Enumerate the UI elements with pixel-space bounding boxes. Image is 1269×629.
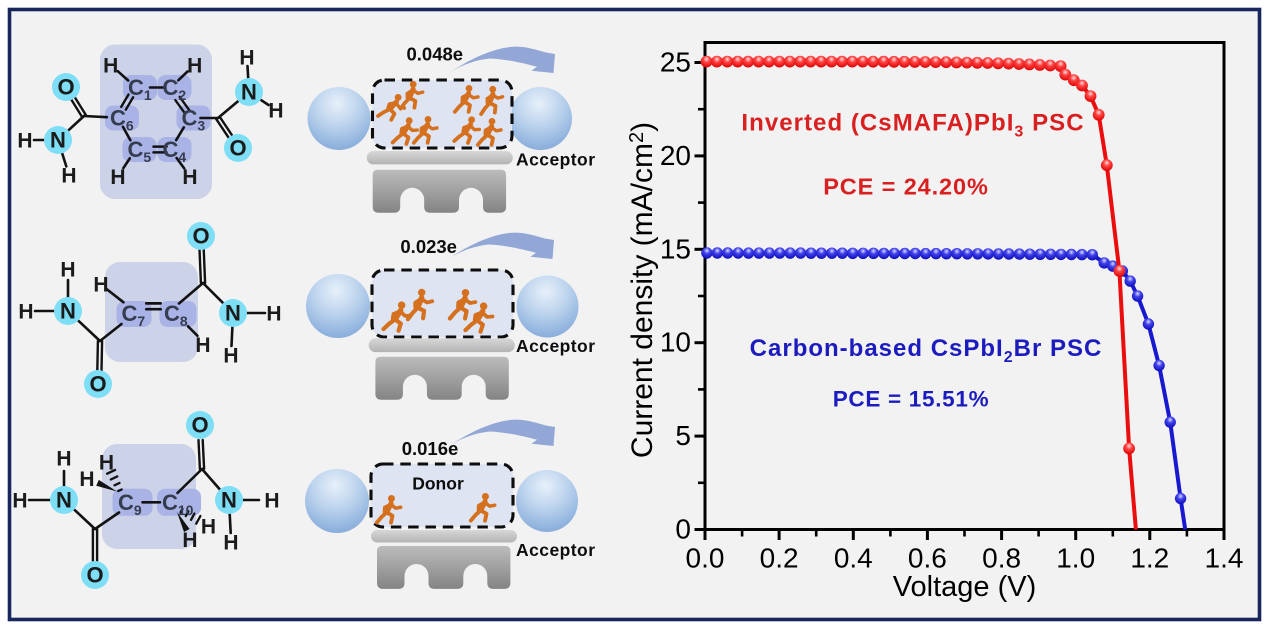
svg-text:H: H (79, 468, 94, 491)
svg-text:1.4: 1.4 (1205, 543, 1244, 574)
svg-text:H: H (239, 47, 254, 70)
svg-text:0.048e: 0.048e (407, 44, 464, 65)
svg-text:H: H (201, 516, 216, 539)
svg-text:N: N (221, 488, 237, 513)
svg-text:Current density (mA/cm2): Current density (mA/cm2) (626, 122, 659, 458)
svg-text:H: H (60, 259, 75, 282)
svg-text:Acceptor: Acceptor (516, 336, 595, 356)
svg-text:20: 20 (660, 140, 691, 171)
svg-text:N: N (56, 488, 72, 513)
svg-text:O: O (86, 563, 103, 588)
svg-text:10: 10 (660, 327, 691, 358)
svg-text:1.2: 1.2 (1130, 543, 1169, 574)
svg-text:Voltage (V): Voltage (V) (893, 571, 1036, 603)
svg-text:5: 5 (675, 420, 691, 451)
svg-text:0.4: 0.4 (834, 543, 873, 574)
svg-text:Inverted (CsMAFA)PbI3 PSC: Inverted (CsMAFA)PbI3 PSC (741, 110, 1084, 141)
svg-text:15: 15 (660, 233, 691, 264)
svg-text:O: O (57, 75, 74, 100)
svg-text:H: H (93, 274, 108, 297)
svg-text:0: 0 (675, 514, 691, 545)
svg-text:25: 25 (660, 47, 691, 78)
svg-text:O: O (229, 136, 246, 161)
svg-text:H: H (103, 55, 118, 78)
svg-text:H: H (268, 100, 283, 123)
svg-text:O: O (89, 372, 106, 397)
svg-text:H: H (264, 490, 279, 513)
svg-text:H: H (195, 334, 210, 357)
svg-text:H: H (99, 452, 114, 475)
svg-text:PCE = 24.20%: PCE = 24.20% (823, 174, 989, 200)
svg-text:H: H (18, 301, 33, 324)
svg-text:H: H (182, 166, 197, 189)
svg-text:Acceptor: Acceptor (516, 540, 595, 560)
svg-text:1.0: 1.0 (1056, 543, 1095, 574)
svg-text:PCE = 15.51%: PCE = 15.51% (833, 387, 990, 412)
svg-text:0.023e: 0.023e (400, 236, 457, 257)
svg-text:H: H (187, 55, 202, 78)
svg-text:Acceptor: Acceptor (516, 149, 595, 169)
svg-text:H: H (266, 303, 281, 326)
svg-text:N: N (225, 301, 241, 326)
svg-text:H: H (223, 345, 238, 368)
svg-text:H: H (56, 448, 71, 471)
svg-text:N: N (241, 80, 257, 105)
svg-text:H: H (223, 532, 238, 555)
svg-text:0.6: 0.6 (908, 543, 947, 574)
svg-text:H: H (110, 166, 125, 189)
svg-text:H: H (182, 529, 197, 552)
svg-text:N: N (50, 128, 66, 153)
svg-text:0.8: 0.8 (982, 543, 1021, 574)
svg-text:H: H (61, 165, 76, 188)
svg-text:0.016e: 0.016e (402, 438, 459, 459)
svg-text:Carbon-based CsPbI2Br PSC: Carbon-based CsPbI2Br PSC (750, 335, 1103, 366)
svg-text:N: N (60, 299, 76, 324)
svg-text:0.2: 0.2 (760, 543, 799, 574)
svg-text:H: H (17, 130, 32, 153)
svg-text:H: H (12, 490, 27, 513)
svg-text:Donor: Donor (412, 474, 464, 494)
svg-text:0.0: 0.0 (686, 543, 725, 574)
svg-text:O: O (191, 413, 208, 438)
svg-text:O: O (192, 224, 209, 249)
